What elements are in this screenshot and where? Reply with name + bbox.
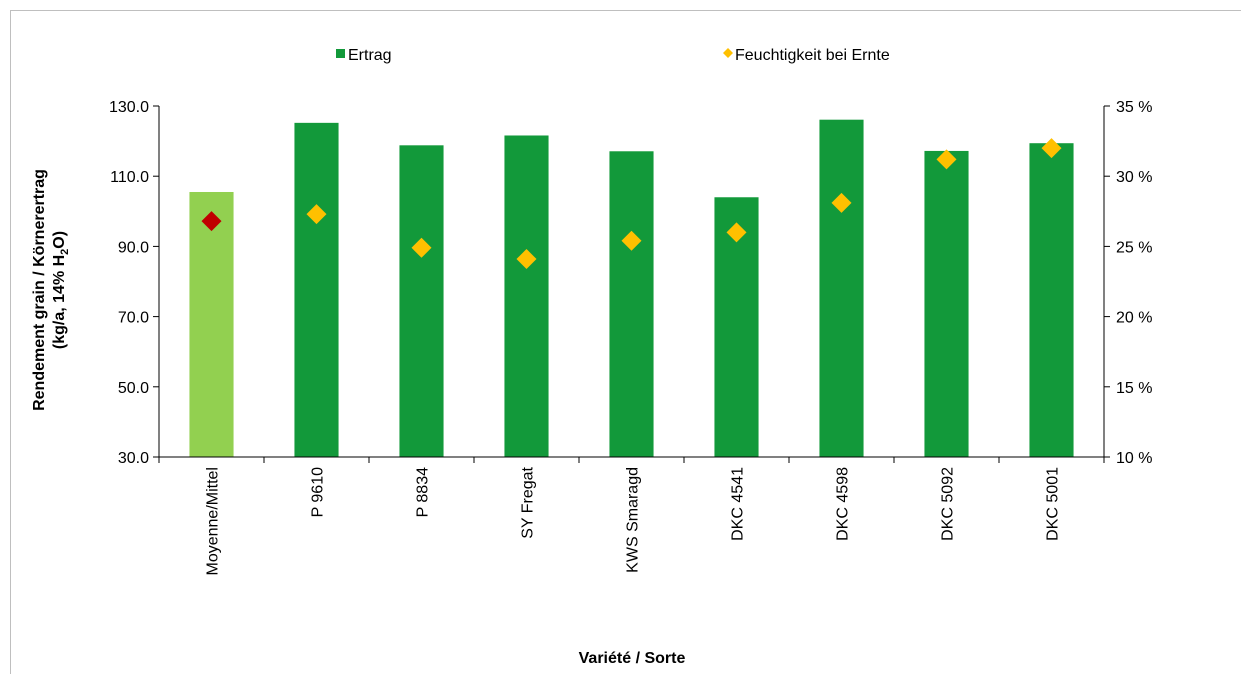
legend-label-feuchtigkeit: Feuchtigkeit bei Ernte bbox=[735, 47, 890, 64]
marker-feuchtigkeit bbox=[726, 222, 747, 243]
plot-area: 30.0 50.0 70.0 90.0 110.0 130.0 10 % 15 % 20 % 25… bbox=[109, 99, 1153, 576]
marker-feuchtigkeit bbox=[831, 192, 852, 213]
bar-ertrag bbox=[189, 191, 234, 457]
legend-label-ertrag: Ertrag bbox=[348, 47, 392, 64]
chart-frame bbox=[10, 10, 1241, 674]
bar-ertrag bbox=[1029, 143, 1074, 457]
marker-feuchtigkeit bbox=[1041, 138, 1062, 159]
legend-swatch-ertrag bbox=[336, 49, 345, 58]
x-tick-label: KWS Smaragd bbox=[625, 467, 642, 573]
y-tick-label-right: 25 % bbox=[1116, 239, 1152, 256]
y-tick-label-left: 130.0 bbox=[109, 99, 149, 116]
y-tick-label-left: 110.0 bbox=[110, 169, 149, 186]
y-tick-label-right: 10 % bbox=[1116, 450, 1152, 467]
marker-feuchtigkeit bbox=[201, 211, 222, 232]
x-tick-label: DKC 4541 bbox=[730, 467, 747, 541]
y-axis-title-line2-post: O) bbox=[51, 231, 68, 249]
y-tick-label-right: 20 % bbox=[1116, 310, 1152, 327]
marker-feuchtigkeit bbox=[516, 249, 537, 270]
y-tick-label-right: 30 % bbox=[1116, 169, 1152, 186]
marker-feuchtigkeit bbox=[411, 237, 432, 258]
marker-feuchtigkeit bbox=[306, 204, 327, 225]
x-axis-title: Variété / Sorte bbox=[579, 650, 686, 667]
x-tick-label: DKC 5001 bbox=[1045, 467, 1062, 541]
x-tick-label: DKC 4598 bbox=[835, 467, 852, 541]
x-tick-label: Moyenne/Mittel bbox=[205, 467, 222, 576]
x-tick-label: P 8834 bbox=[415, 467, 432, 518]
y-axis-title: Rendement grain / Körnerertrag bbox=[31, 169, 48, 411]
legend-swatch-feuchtigkeit bbox=[723, 48, 733, 58]
y-tick-label-left: 50.0 bbox=[118, 380, 149, 397]
bar-ertrag bbox=[399, 145, 444, 457]
y-tick-label-left: 30.0 bbox=[118, 450, 149, 467]
x-tick-label: P 9610 bbox=[310, 467, 327, 518]
y-tick-label-left: 90.0 bbox=[118, 239, 149, 256]
bar-ertrag bbox=[504, 135, 549, 457]
legend: Ertrag Feuchtigkeit bei Ernte bbox=[336, 47, 890, 64]
x-tick-label: DKC 5092 bbox=[940, 467, 957, 541]
marker-feuchtigkeit bbox=[621, 230, 642, 251]
y-axis-title-line2-sub: 2 bbox=[59, 249, 71, 255]
bar-ertrag bbox=[294, 122, 339, 458]
y-tick-label-right: 35 % bbox=[1116, 99, 1152, 116]
x-tick-label: SY Fregat bbox=[520, 466, 537, 538]
y-axis-title-line2: (kg/a, 14% H2O) bbox=[51, 231, 71, 349]
bar-ertrag bbox=[924, 150, 969, 458]
bar-ertrag bbox=[819, 119, 864, 458]
marker-feuchtigkeit bbox=[936, 149, 957, 170]
bar-ertrag bbox=[609, 151, 654, 458]
y-axis-title-line2-pre: (kg/a, 14% H bbox=[51, 255, 68, 349]
y-tick-label-right: 15 % bbox=[1116, 380, 1152, 397]
y-tick-label-left: 70.0 bbox=[118, 310, 149, 327]
